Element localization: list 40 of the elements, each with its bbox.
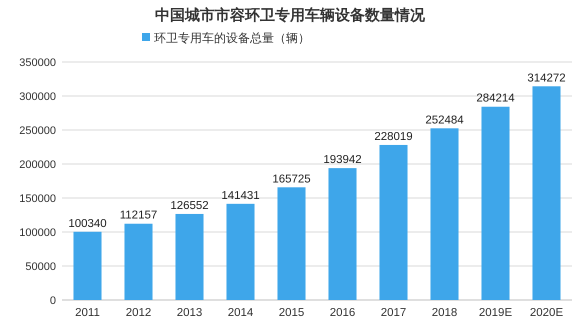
data-label: 193942 (323, 154, 362, 166)
bar (226, 204, 255, 300)
x-tick-label: 2017 (380, 307, 406, 319)
y-tick-label: 200000 (19, 159, 56, 171)
x-tick-label: 2012 (126, 307, 152, 319)
y-tick-label: 350000 (19, 57, 56, 69)
bar (481, 106, 510, 300)
data-label: 112157 (120, 210, 158, 222)
data-label: 126552 (170, 200, 209, 212)
data-label: 141431 (221, 190, 260, 202)
x-tick-label: 2014 (228, 307, 254, 319)
bar (532, 86, 561, 300)
y-tick-label: 50000 (25, 261, 56, 273)
y-tick-label: 250000 (19, 125, 56, 137)
bar (430, 128, 459, 300)
x-tick-label: 2016 (330, 307, 356, 319)
bar (277, 187, 306, 300)
x-tick-label: 2011 (75, 307, 100, 319)
y-tick-label: 150000 (19, 193, 56, 205)
chart-title: 中国城市市容环卫专用车辆设备数量情况 (155, 6, 426, 24)
data-label: 165725 (272, 173, 311, 186)
bar (124, 224, 153, 300)
data-label: 252484 (425, 114, 464, 126)
x-tick-label: 2019E (478, 307, 512, 319)
bar (328, 168, 357, 300)
bar (73, 232, 102, 300)
x-tick-label: 2015 (278, 307, 304, 319)
legend-label: 环卫专用车的设备总量（辆） (154, 31, 310, 45)
data-label: 100340 (68, 218, 107, 230)
bar (379, 144, 408, 300)
bar (175, 214, 204, 300)
y-tick-label: 0 (50, 295, 56, 307)
data-label: 314272 (527, 72, 566, 84)
x-tick-label: 2018 (432, 307, 458, 319)
y-tick-label: 100000 (19, 227, 56, 239)
data-label: 228019 (374, 130, 413, 143)
x-tick-label: 2020E (530, 307, 564, 319)
data-label: 284214 (476, 92, 516, 105)
y-tick-label: 300000 (19, 91, 56, 103)
x-tick-label: 2013 (176, 307, 202, 319)
